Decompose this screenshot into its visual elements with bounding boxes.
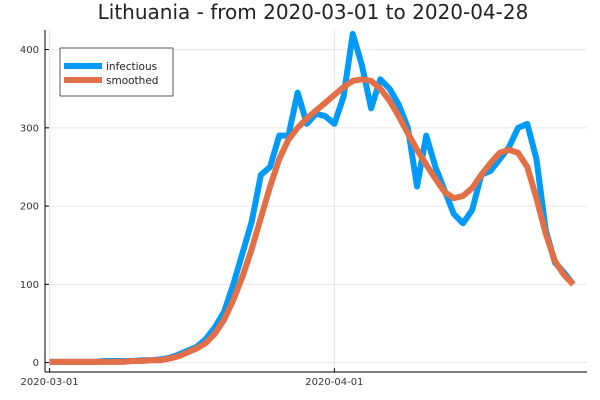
chart-title: Lithuania - from 2020-03-01 to 2020-04-2… xyxy=(98,0,529,24)
series-line-smoothed xyxy=(49,76,576,365)
y-tick-label: 400 xyxy=(20,45,39,56)
legend-box xyxy=(59,47,174,97)
y-tick-label: 100 xyxy=(20,280,39,291)
y-tick-label: 0 xyxy=(33,358,39,369)
y-tick-label: 300 xyxy=(20,123,39,134)
legend-label-infectious: infectious xyxy=(106,61,157,73)
x-tick-label: 2020-03-01 xyxy=(21,377,79,388)
y-tick-label: 200 xyxy=(20,202,39,213)
x-tick-label: 2020-04-01 xyxy=(305,377,363,388)
legend-label-smoothed: smoothed xyxy=(106,75,158,87)
axes xyxy=(44,30,587,373)
ticks: 0 100 200 300 400 2020-03-01 2020-04-01 xyxy=(20,45,364,388)
legend: infectious smoothed xyxy=(59,47,174,97)
series-layer xyxy=(49,30,576,365)
